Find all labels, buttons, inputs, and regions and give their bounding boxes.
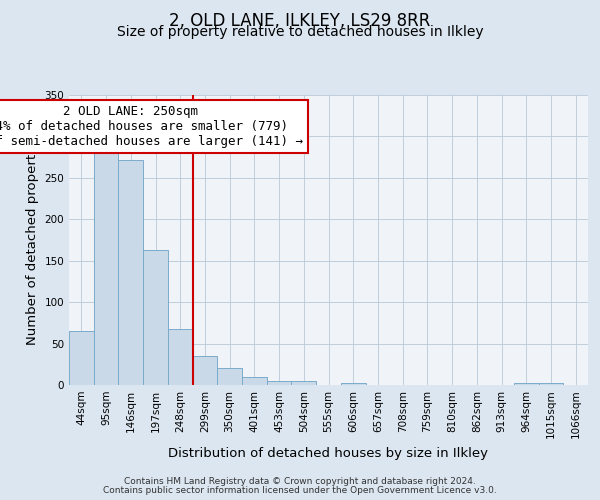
- Bar: [267, 381, 292, 385]
- Text: 2 OLD LANE: 250sqm
← 84% of detached houses are smaller (779)
15% of semi-detach: 2 OLD LANE: 250sqm ← 84% of detached hou…: [0, 105, 303, 148]
- Bar: [242, 376, 267, 385]
- Bar: [341, 384, 365, 385]
- Text: 2, OLD LANE, ILKLEY, LS29 8RR: 2, OLD LANE, ILKLEY, LS29 8RR: [169, 12, 431, 30]
- Bar: [292, 381, 316, 385]
- Bar: [217, 368, 242, 385]
- X-axis label: Distribution of detached houses by size in Ilkley: Distribution of detached houses by size …: [169, 447, 488, 460]
- Bar: [118, 160, 143, 385]
- Y-axis label: Number of detached properties: Number of detached properties: [26, 135, 39, 345]
- Bar: [514, 384, 539, 385]
- Bar: [539, 384, 563, 385]
- Bar: [143, 250, 168, 385]
- Text: Size of property relative to detached houses in Ilkley: Size of property relative to detached ho…: [116, 25, 484, 39]
- Bar: [94, 152, 118, 385]
- Text: Contains HM Land Registry data © Crown copyright and database right 2024.: Contains HM Land Registry data © Crown c…: [124, 477, 476, 486]
- Bar: [69, 331, 94, 385]
- Bar: [168, 328, 193, 385]
- Bar: [193, 356, 217, 385]
- Text: Contains public sector information licensed under the Open Government Licence v3: Contains public sector information licen…: [103, 486, 497, 495]
